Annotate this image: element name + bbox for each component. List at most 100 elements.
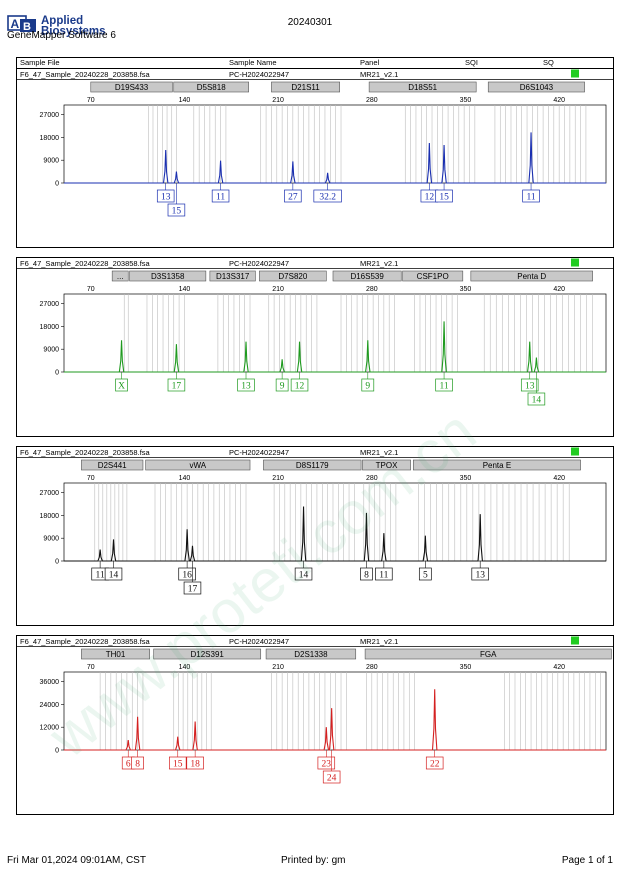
allele-label: 13: [475, 571, 485, 581]
allele-label-box: [178, 567, 196, 581]
allele-label-box: [290, 378, 309, 392]
sample-file: F6_47_Sample_20240228_203858.fsa: [20, 70, 151, 79]
y-tick-label: 0: [55, 181, 59, 188]
locus-name: D5S818: [197, 83, 226, 92]
x-tick-label: 280: [366, 475, 378, 482]
allele-label-box: [425, 756, 444, 770]
y-tick-label: 9000: [43, 347, 59, 354]
trace-line: [64, 321, 606, 373]
x-tick-label: 420: [553, 664, 565, 671]
allele-label-box: [527, 392, 546, 406]
sq-status-indicator: [571, 258, 579, 267]
x-tick-label: 210: [272, 664, 284, 671]
allele-label: 11: [216, 193, 225, 203]
allele-label: 27: [288, 193, 298, 203]
locus-name: D16S539: [350, 272, 384, 281]
locus-name: D2S1338: [294, 650, 328, 659]
allele-label-box: [104, 567, 123, 581]
panel-graphic: F6_47_Sample_20240228_203858.fsa PC-H2024…: [17, 258, 613, 406]
x-tick-label: 210: [272, 97, 284, 104]
footer-timestamp: Fri Mar 01,2024 09:01AM, CST: [7, 855, 146, 866]
allele-label: 15: [439, 193, 449, 203]
locus-name: vWA: [190, 461, 207, 470]
svg-text:B: B: [23, 21, 31, 33]
allele-label: 14: [299, 571, 309, 581]
allele-label-box: [237, 378, 255, 392]
locus-bar: [81, 648, 150, 660]
panel-name: MR21_v2.1: [360, 259, 398, 268]
electropherogram-panel-green: F6_47_Sample_20240228_203858.fsa PC-H2024…: [16, 257, 614, 437]
allele-bins: [94, 483, 570, 561]
x-tick-label: 70: [87, 97, 95, 104]
locus-bar: [263, 459, 362, 471]
locus-bar: [364, 648, 612, 660]
locus-bar: [332, 270, 402, 282]
locus-name: Penta D: [517, 272, 546, 281]
allele-label-box: [167, 378, 186, 392]
locus-name: D13S317: [216, 272, 250, 281]
sq-status-indicator: [571, 69, 579, 78]
x-tick-label: 280: [366, 97, 378, 104]
locus-name: TH01: [106, 650, 126, 659]
sq-status-indicator: [571, 636, 579, 645]
locus-bar: [362, 459, 411, 471]
allele-label-box: [313, 189, 342, 203]
locus-bar: [153, 648, 262, 660]
trace-line: [64, 689, 606, 751]
allele-label-box: [361, 378, 375, 392]
allele-label-box: [131, 756, 144, 770]
panel-graphic: F6_47_Sample_20240228_203858.fsa PC-H2024…: [17, 69, 613, 217]
allele-label: 18: [190, 760, 200, 770]
x-tick-label: 350: [460, 286, 472, 293]
allele-label: 17: [188, 585, 198, 595]
locus-bar: [368, 81, 477, 93]
allele-label: 8: [364, 571, 369, 581]
x-tick-label: 280: [366, 286, 378, 293]
allele-label: 15: [173, 760, 183, 770]
locus-bar: [487, 81, 585, 93]
y-tick-label: 18000: [40, 513, 60, 520]
allele-label: 8: [135, 760, 140, 770]
allele-label: 9: [280, 382, 285, 392]
sample-name: PC-H2024022947: [229, 70, 289, 79]
allele-label: 13: [161, 193, 171, 203]
x-tick-label: 420: [553, 97, 565, 104]
y-tick-label: 0: [55, 370, 59, 377]
x-tick-label: 140: [179, 664, 191, 671]
locus-name: Penta E: [483, 461, 511, 470]
x-tick-label: 420: [553, 286, 565, 293]
locus-name: D3S1358: [151, 272, 185, 281]
sq-status-indicator: [571, 447, 579, 456]
y-tick-label: 0: [55, 748, 59, 755]
x-tick-label: 70: [87, 286, 95, 293]
allele-label-box: [167, 203, 186, 217]
allele-label-box: [284, 189, 302, 203]
electropherogram-panel-red: F6_47_Sample_20240228_203858.fsa PC-H2024…: [16, 635, 614, 815]
allele-label-box: [375, 567, 393, 581]
allele-bins: [99, 672, 601, 750]
sample-name: PC-H2024022947: [229, 259, 289, 268]
footer-page: Page 1 of 1: [561, 855, 613, 866]
allele-label-box: [317, 756, 336, 770]
allele-label: 16: [182, 571, 192, 581]
y-tick-label: 18000: [40, 324, 60, 331]
locus-bar: [81, 459, 144, 471]
x-tick-label: 350: [460, 664, 472, 671]
locus-bar: [173, 81, 249, 93]
allele-label: 14: [109, 571, 119, 581]
allele-label-box: [322, 770, 341, 784]
locus-bar: [271, 81, 340, 93]
locus-name: D2S441: [98, 461, 127, 470]
locus-name: D19S433: [115, 83, 149, 92]
allele-label-box: [211, 189, 230, 203]
x-tick-label: 350: [460, 475, 472, 482]
allele-label: 24: [327, 774, 337, 784]
locus-name: ...: [117, 272, 124, 281]
y-tick-label: 12000: [40, 725, 60, 732]
allele-label-box: [360, 567, 373, 581]
electropherogram-panel-black: F6_47_Sample_20240228_203858.fsa PC-H2024…: [16, 446, 614, 626]
panel-name: MR21_v2.1: [360, 70, 398, 79]
locus-bar: [209, 270, 256, 282]
col-sample-name: Sample Name: [229, 58, 277, 67]
locus-name: D7S820: [278, 272, 307, 281]
